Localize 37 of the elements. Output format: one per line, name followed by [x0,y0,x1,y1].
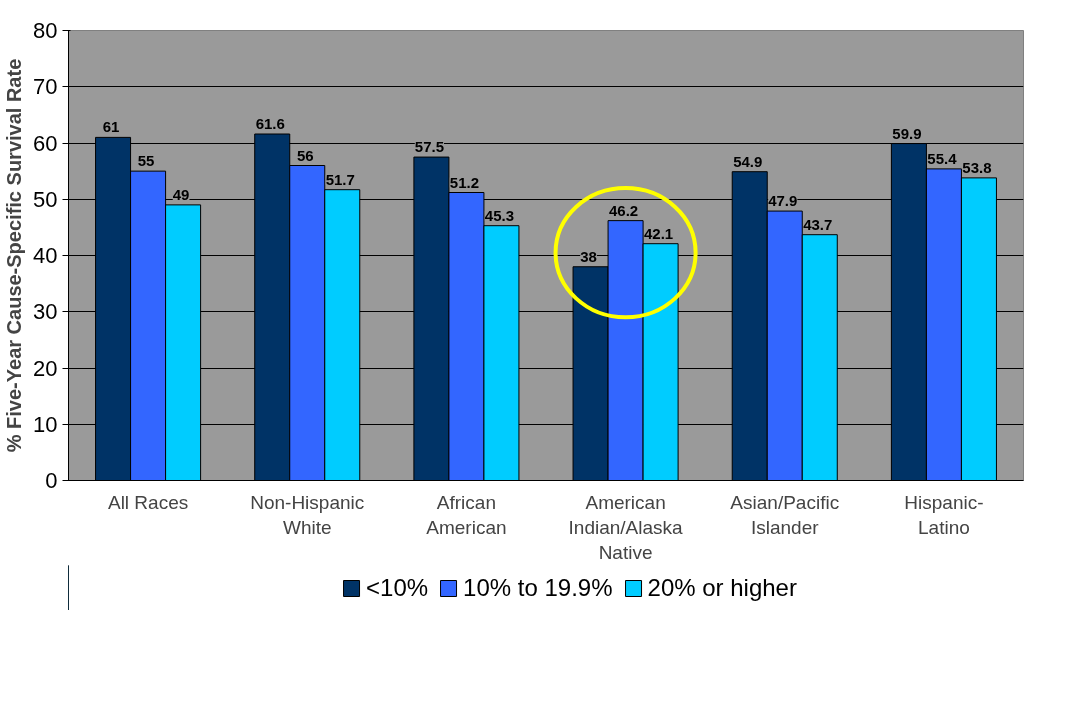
y-tick-label: 20 [33,355,58,381]
x-tick-label: Asian/Pacific Islander [730,491,840,538]
data-label: 46.2 [608,201,639,219]
y-tick-label: 30 [33,299,58,325]
y-tick-label: 0 [45,468,58,493]
data-label: 43.7 [803,215,833,233]
y-tick-label: 10 [33,411,58,437]
data-label: 45.3 [484,206,515,224]
y-tick-label: 70 [33,74,58,100]
x-tick-label: All Races [107,491,189,513]
y-tick-label: 50 [33,186,58,212]
data-label: 38 [580,247,597,265]
y-tick-label: 80 [33,18,58,43]
y-axis-title: % Five-Year Cause-Specific Survival Rate [3,58,26,453]
data-label: 54.9 [733,152,763,170]
y-tick-label: 60 [33,130,58,156]
x-tick-label: Non-Hispanic White [250,491,365,538]
data-label: 56 [296,146,314,164]
x-tick-label: African American [426,491,507,538]
legend-label: <10% [366,573,429,602]
data-label: 51.7 [325,170,355,188]
y-tick-label: 40 [33,243,58,268]
data-label: 55 [137,152,155,170]
x-tick-label: American Indian/Alaska Native [568,491,684,563]
data-label: 59.9 [892,124,922,142]
legend-label: 20% or higher [647,573,797,602]
data-label: 42.1 [644,224,674,242]
data-label: 53.8 [962,158,992,176]
data-label: 61 [102,118,120,136]
data-label: 61.6 [255,115,285,132]
data-label: 47.9 [768,192,798,210]
data-label: 55.4 [927,149,958,167]
legend-label: 10% to 19.9% [463,573,613,602]
data-label: 51.2 [449,173,480,191]
data-label: 57.5 [414,138,445,156]
data-label: 49 [172,185,190,203]
x-tick-label: Hispanic-Latino [904,491,984,538]
